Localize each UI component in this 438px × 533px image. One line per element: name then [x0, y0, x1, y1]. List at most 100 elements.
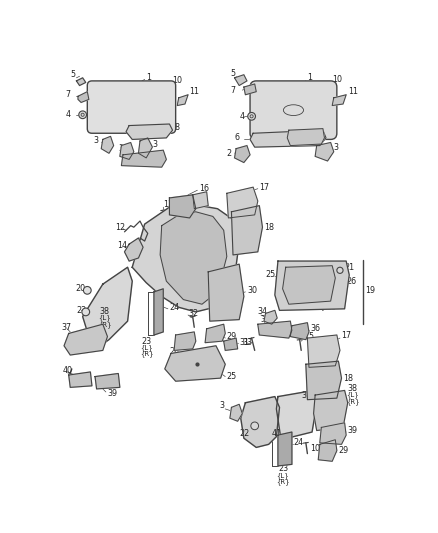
Text: 25: 25 [227, 372, 237, 381]
Polygon shape [77, 78, 86, 85]
Text: 14: 14 [117, 241, 127, 250]
Polygon shape [193, 192, 208, 209]
Text: 38: 38 [100, 308, 110, 317]
Polygon shape [138, 138, 152, 158]
Text: 19: 19 [365, 286, 375, 295]
Text: 37: 37 [301, 391, 311, 400]
Polygon shape [174, 332, 196, 350]
Polygon shape [227, 187, 258, 218]
Text: 21: 21 [345, 263, 355, 272]
Text: 34: 34 [258, 308, 268, 317]
Polygon shape [244, 84, 256, 95]
Polygon shape [307, 335, 340, 367]
Text: 10: 10 [173, 76, 183, 85]
Text: 3: 3 [334, 143, 339, 151]
Text: 30: 30 [247, 286, 257, 295]
Text: 8: 8 [174, 123, 179, 132]
Circle shape [248, 112, 255, 120]
Text: 3: 3 [219, 401, 224, 410]
Text: 7: 7 [230, 86, 235, 95]
Polygon shape [250, 130, 326, 147]
Circle shape [83, 287, 91, 294]
Text: 20: 20 [75, 284, 85, 293]
Polygon shape [78, 92, 89, 102]
Polygon shape [290, 322, 309, 340]
Polygon shape [231, 206, 262, 255]
Circle shape [337, 267, 343, 273]
Text: 25: 25 [265, 270, 276, 279]
Polygon shape [83, 267, 132, 348]
Text: 24: 24 [170, 303, 180, 312]
Polygon shape [170, 195, 196, 218]
Polygon shape [276, 391, 317, 440]
Text: 11: 11 [190, 87, 200, 96]
Circle shape [251, 422, 258, 430]
Text: 4: 4 [239, 112, 244, 121]
Polygon shape [230, 405, 242, 421]
Text: 32: 32 [188, 309, 198, 318]
Text: 15: 15 [304, 332, 314, 341]
Text: 26: 26 [346, 277, 356, 286]
Polygon shape [258, 321, 292, 338]
Text: 37: 37 [61, 323, 71, 332]
Text: 40: 40 [63, 366, 73, 375]
Text: 39: 39 [107, 389, 117, 398]
Text: 4: 4 [66, 110, 71, 119]
Text: {R}: {R} [276, 478, 290, 484]
FancyBboxPatch shape [250, 81, 337, 140]
Text: 16: 16 [199, 184, 209, 193]
Polygon shape [283, 265, 336, 304]
Text: 10: 10 [326, 303, 336, 312]
Text: 10: 10 [311, 445, 321, 454]
Text: 18: 18 [343, 374, 353, 383]
Polygon shape [177, 95, 188, 106]
Polygon shape [126, 124, 173, 140]
Polygon shape [235, 75, 247, 85]
Circle shape [82, 308, 90, 316]
Polygon shape [235, 146, 250, 163]
Text: {R}: {R} [346, 398, 360, 405]
Polygon shape [332, 95, 346, 106]
Polygon shape [314, 391, 348, 431]
Text: 10: 10 [332, 75, 342, 84]
Polygon shape [318, 440, 337, 461]
Polygon shape [121, 150, 166, 167]
Polygon shape [264, 310, 277, 324]
Polygon shape [124, 238, 143, 261]
Text: {L}: {L} [276, 472, 289, 479]
Text: 9: 9 [155, 157, 161, 165]
Text: 28: 28 [170, 348, 180, 357]
Text: 11: 11 [348, 87, 358, 96]
Polygon shape [278, 432, 292, 466]
Text: 2: 2 [227, 149, 232, 158]
Polygon shape [95, 374, 120, 389]
Text: 15: 15 [185, 209, 195, 218]
Text: 41: 41 [272, 429, 282, 438]
Text: 36: 36 [311, 325, 321, 333]
Text: 18: 18 [264, 223, 274, 232]
Text: {L}: {L} [346, 392, 359, 399]
Text: 38: 38 [348, 384, 358, 393]
Text: 12: 12 [115, 223, 125, 232]
Polygon shape [287, 128, 325, 146]
Text: 1: 1 [146, 74, 151, 82]
Polygon shape [101, 136, 113, 154]
FancyBboxPatch shape [87, 81, 176, 133]
Text: 31: 31 [239, 338, 249, 347]
Text: 3: 3 [118, 144, 124, 153]
Polygon shape [160, 212, 227, 304]
Polygon shape [320, 423, 346, 445]
Polygon shape [165, 346, 225, 381]
Text: 22: 22 [239, 429, 250, 438]
Text: 7: 7 [66, 90, 71, 99]
Text: 3: 3 [152, 140, 157, 149]
Text: 17: 17 [342, 330, 352, 340]
Text: {L}: {L} [98, 314, 111, 321]
Text: 29: 29 [227, 332, 237, 341]
Text: 23: 23 [141, 337, 152, 346]
Text: 29: 29 [339, 446, 349, 455]
Polygon shape [120, 142, 134, 159]
Text: 35: 35 [261, 315, 271, 324]
Polygon shape [205, 324, 225, 343]
Text: 5: 5 [230, 69, 235, 78]
